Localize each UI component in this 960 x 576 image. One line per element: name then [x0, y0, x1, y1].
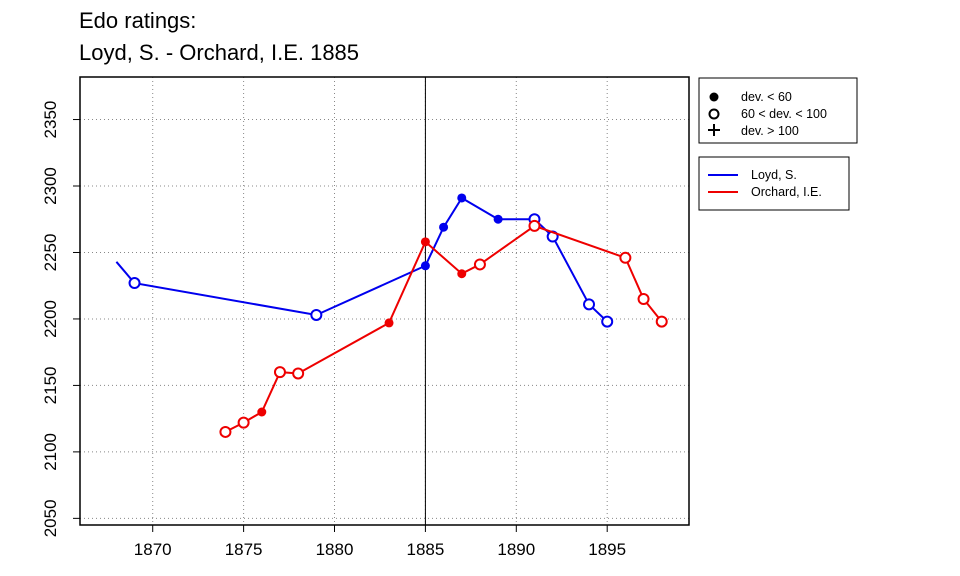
series-lines — [115, 193, 668, 438]
y-axis: 2050 2100 2150 2200 2250 2300 2350 — [41, 101, 80, 537]
data-point-open — [601, 315, 614, 328]
x-tick-label: 1880 — [316, 540, 354, 559]
symbol-legend-label-1: dev. < 60 — [741, 90, 792, 104]
grid-lines — [80, 77, 689, 525]
filled-circle-icon — [709, 92, 719, 102]
data-point-filled — [384, 318, 394, 328]
plus-icon — [708, 124, 720, 136]
symbol-legend-label-3: dev. > 100 — [741, 124, 799, 138]
series-legend: Loyd, S. Orchard, I.E. — [698, 156, 850, 211]
x-tick-label: 1870 — [134, 540, 172, 559]
data-point-open — [473, 258, 486, 271]
series-0 — [115, 193, 614, 328]
data-point-filled — [439, 222, 449, 232]
y-tick-label: 2350 — [41, 101, 60, 139]
x-tick-label: 1895 — [588, 540, 626, 559]
data-point-filled — [457, 269, 467, 279]
data-point-open — [292, 367, 305, 380]
open-circle-icon — [708, 108, 720, 120]
data-point-open — [273, 366, 286, 379]
x-tick-label: 1885 — [406, 540, 444, 559]
data-point-open — [637, 293, 650, 306]
symbol-legend: dev. < 60 60 < dev. < 100 dev. > 100 — [698, 77, 858, 144]
data-point-open — [310, 308, 323, 321]
plot-frame — [79, 76, 690, 526]
y-tick-label: 2300 — [41, 167, 60, 205]
data-point-filled — [493, 214, 503, 224]
series-line — [224, 224, 663, 433]
data-point-open — [237, 416, 250, 429]
data-point-open — [655, 315, 668, 328]
chart-title: Edo ratings: Loyd, S. - Orchard, I.E. 18… — [79, 8, 359, 65]
series-legend-label-orchard: Orchard, I.E. — [751, 185, 822, 199]
data-point-open — [128, 277, 141, 290]
y-tick-label: 2200 — [41, 300, 60, 338]
series-legend-label-loyd: Loyd, S. — [751, 168, 797, 182]
data-point-filled — [457, 193, 467, 203]
chart-title-line-1: Edo ratings: — [79, 8, 196, 33]
x-axis: 1870 1875 1880 1885 1890 1895 — [134, 525, 626, 559]
x-tick-label: 1875 — [225, 540, 263, 559]
series-legend-box — [698, 156, 850, 211]
data-point-open — [583, 298, 596, 311]
symbol-legend-label-2: 60 < dev. < 100 — [741, 107, 827, 121]
y-tick-label: 2250 — [41, 234, 60, 272]
y-tick-label: 2150 — [41, 367, 60, 405]
chart-title-line-2: Loyd, S. - Orchard, I.E. 1885 — [79, 40, 359, 65]
data-point-open — [219, 425, 232, 438]
data-point-filled — [420, 237, 430, 247]
data-point-filled — [257, 407, 267, 417]
y-tick-label: 2100 — [41, 433, 60, 471]
x-tick-label: 1890 — [497, 540, 535, 559]
symbol-legend-box — [698, 77, 858, 144]
data-point-filled — [420, 261, 430, 271]
data-point-open — [528, 219, 541, 232]
y-tick-label: 2050 — [41, 499, 60, 537]
data-point-open — [619, 251, 632, 264]
series-1 — [219, 219, 668, 438]
